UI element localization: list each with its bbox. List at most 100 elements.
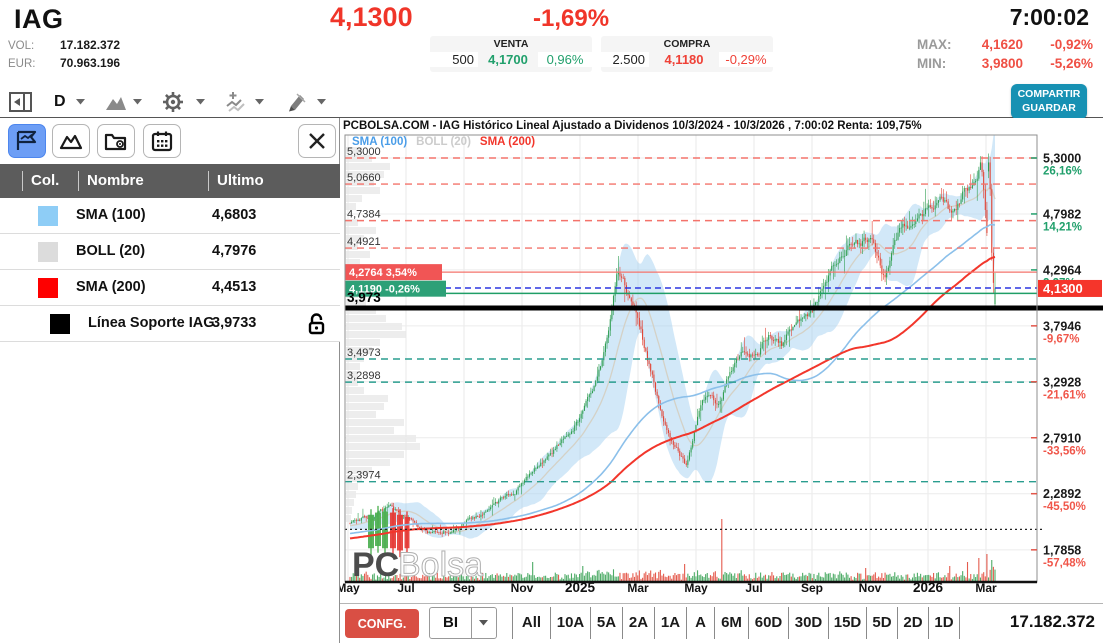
indicator-row[interactable]: SMA (200) 4,4513	[0, 270, 340, 306]
range-button-1a[interactable]: 1A	[655, 607, 687, 639]
color-swatch[interactable]	[38, 242, 58, 262]
ask-size: 500	[430, 51, 478, 67]
svg-text:Nov: Nov	[511, 581, 534, 595]
column-nombre: Nombre	[78, 171, 208, 191]
unlock-icon[interactable]	[306, 312, 328, 341]
range-button-1d[interactable]: 1D	[929, 607, 960, 639]
svg-text:3,4973: 3,4973	[347, 347, 381, 359]
chart-legend: SMA (100) BOLL (20) SMA (200)	[352, 136, 544, 148]
chevron-down-icon	[196, 98, 205, 104]
draw-tools-button[interactable]	[285, 89, 309, 114]
svg-text:May: May	[684, 581, 708, 595]
footer-volume: 17.182.372	[1009, 612, 1095, 631]
interval-select[interactable]: BI	[429, 607, 497, 639]
calendar-icon	[151, 131, 173, 152]
indicator-value: 4,6803	[212, 207, 257, 223]
indicator-value: 3,9733	[212, 315, 257, 331]
chevron-down-icon	[133, 98, 142, 104]
indicators-tab-button[interactable]	[8, 124, 46, 158]
close-panel-button[interactable]	[298, 124, 336, 158]
pcbolsa-watermark: PC	[352, 546, 399, 584]
pencil-icon	[289, 92, 306, 111]
last-price: 4,1300	[330, 2, 413, 32]
range-button-60d[interactable]: 60D	[749, 607, 789, 639]
range-button-6m[interactable]: 6M	[715, 607, 749, 639]
svg-text:-9,67%: -9,67%	[1043, 333, 1079, 345]
color-swatch[interactable]	[38, 206, 58, 226]
settings-caret[interactable]	[196, 89, 206, 114]
interval-value[interactable]: BI	[443, 614, 458, 631]
indicator-panel: Col. Nombre Ultimo SMA (100) 4,6803 BOLL (…	[0, 118, 340, 643]
range-button-a[interactable]: A	[687, 607, 715, 639]
session-max-row: MAX: 4,1620 -0,92%	[917, 37, 1093, 52]
ask-price: 4,1700	[488, 51, 528, 67]
chevron-down-icon	[479, 620, 488, 626]
config-button[interactable]: CONFG.	[345, 609, 419, 638]
range-button-2a[interactable]: 2A	[623, 607, 655, 639]
indicator-value: 4,7976	[212, 243, 257, 259]
indicator-row[interactable]: BOLL (20) 4,7976	[0, 234, 340, 270]
svg-text:3,7946: 3,7946	[1043, 319, 1081, 333]
bid-percent: -0,29%	[719, 51, 773, 67]
close-icon	[309, 133, 325, 149]
interval-caret[interactable]	[471, 608, 496, 638]
bid-quote-box: COMPRA 2.500 4,1180 -0,29%	[601, 36, 773, 72]
svg-text:5,3000: 5,3000	[1043, 152, 1081, 166]
legend-item: BOLL (20)	[416, 136, 471, 148]
indicator-row[interactable]: SMA (100) 4,6803	[0, 198, 340, 234]
svg-text:1,7858: 1,7858	[1043, 543, 1081, 557]
svg-text:Sep: Sep	[453, 581, 475, 595]
color-swatch[interactable]	[38, 278, 58, 298]
add-indicator-caret[interactable]	[255, 89, 265, 114]
share-save-button[interactable]: COMPARTIR GUARDAR	[1011, 84, 1087, 119]
folder-settings-button[interactable]	[97, 124, 135, 158]
max-percent: -0,92%	[1050, 37, 1093, 52]
svg-text:4,4921: 4,4921	[347, 236, 381, 248]
range-button-10a[interactable]: 10A	[551, 607, 591, 639]
indicator-name: SMA (100)	[76, 207, 146, 223]
chart-type-button[interactable]	[104, 89, 128, 114]
svg-text:-21,61%: -21,61%	[1043, 389, 1086, 401]
chart-type-caret[interactable]	[133, 89, 143, 114]
svg-text:-57,48%: -57,48%	[1043, 557, 1086, 569]
timeframe-caret[interactable]	[76, 89, 86, 114]
chart-footer: CONFG. BI All 10A 5A 2A 1A A 6M 60D 30D 15D 5D 2D 1D…	[340, 603, 1103, 643]
svg-text:3,973: 3,973	[347, 290, 381, 305]
range-button-5a[interactable]: 5A	[591, 607, 623, 639]
calendar-button[interactable]	[143, 124, 181, 158]
chevron-down-icon	[255, 98, 264, 104]
svg-text:2026: 2026	[913, 580, 944, 595]
collapse-panel-button[interactable]	[8, 89, 34, 114]
range-button-all[interactable]: All	[513, 607, 551, 639]
session-min-row: MIN: 3,9800 -5,26%	[917, 56, 1093, 71]
indicator-row[interactable]: Línea Soporte IAG 3,9733	[0, 306, 340, 342]
svg-text:26,16%: 26,16%	[1043, 166, 1082, 178]
svg-text:5,0660: 5,0660	[347, 172, 381, 184]
save-label: GUARDAR	[1022, 101, 1076, 114]
indicator-name: BOLL (20)	[76, 243, 146, 259]
chart-image-button[interactable]	[52, 124, 90, 158]
draw-tools-caret[interactable]	[317, 89, 327, 114]
folder-gear-icon	[104, 133, 127, 151]
color-swatch[interactable]	[50, 314, 70, 334]
symbol-name: IAG	[14, 4, 64, 34]
range-button-2d[interactable]: 2D	[898, 607, 929, 639]
range-button-30d[interactable]: 30D	[789, 607, 829, 639]
svg-text:Mar: Mar	[627, 581, 649, 595]
timeframe-value: D	[54, 92, 66, 110]
range-button-15d[interactable]: 15D	[829, 607, 867, 639]
range-button-5d[interactable]: 5D	[867, 607, 898, 639]
vol-label: VOL:	[8, 40, 35, 52]
svg-text:4,2964: 4,2964	[1043, 263, 1081, 277]
timeframe-button[interactable]: D	[54, 89, 66, 114]
svg-text:2,2892: 2,2892	[1043, 487, 1081, 501]
settings-button[interactable]	[160, 89, 186, 114]
share-label: COMPARTIR	[1017, 87, 1081, 100]
chevron-down-icon	[317, 98, 326, 104]
quote-header: IAG VOL: 17.182.372 EUR: 70.963.196 4,1300…	[0, 0, 1103, 85]
add-indicator-button[interactable]	[224, 89, 248, 114]
add-indicator-icon	[226, 91, 245, 112]
svg-text:4,2764 3,54%: 4,2764 3,54%	[349, 267, 417, 279]
